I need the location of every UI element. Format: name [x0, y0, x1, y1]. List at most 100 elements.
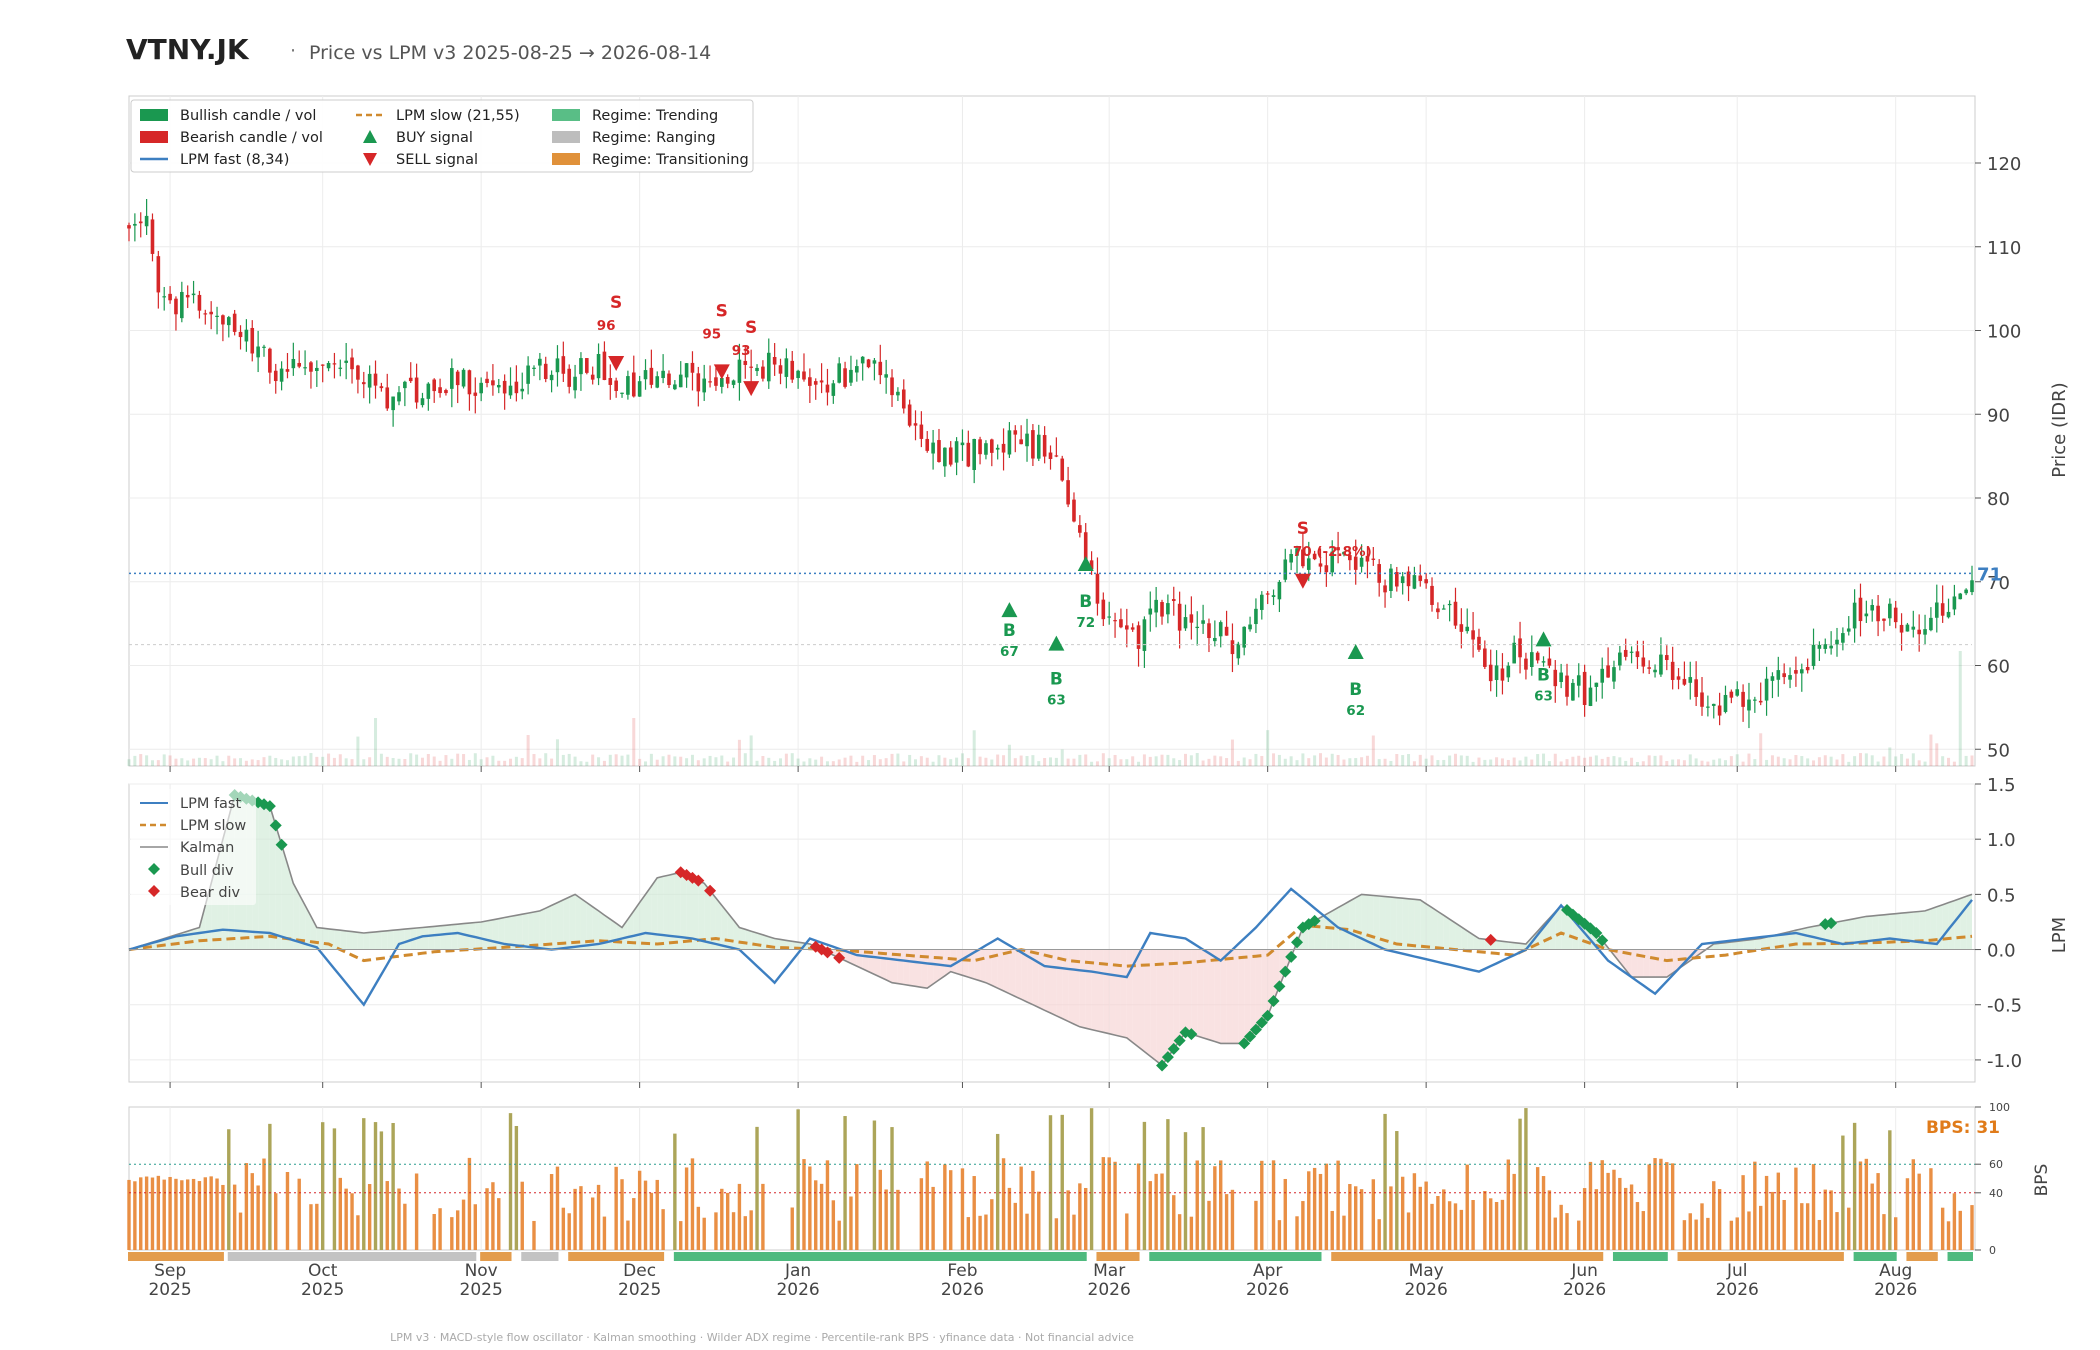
bps-bar — [514, 1125, 519, 1250]
volume-bar — [796, 758, 800, 766]
bps-bar — [1007, 1187, 1012, 1250]
lpm-fill-segment — [1197, 949, 1204, 1038]
lpm-fill-segment — [774, 938, 781, 950]
candle-body — [174, 298, 178, 315]
volume-bar — [1424, 758, 1428, 766]
bps-bar — [356, 1215, 360, 1250]
volume-bar — [1195, 753, 1199, 766]
volume-bar — [685, 758, 689, 766]
candle-body — [1166, 603, 1170, 615]
bps-bar — [1629, 1184, 1634, 1250]
x-tick-year: 2025 — [148, 1280, 191, 1300]
volume-bar — [602, 760, 606, 766]
lpm-fill-segment — [991, 949, 998, 989]
lpm-fill-segment — [1027, 949, 1033, 1005]
candle-body — [150, 219, 155, 254]
volume-bar — [1160, 754, 1164, 766]
bps-bar — [1729, 1220, 1734, 1250]
candle-body — [1306, 558, 1311, 570]
lpm-fill-segment — [1126, 949, 1133, 1043]
candle-body — [138, 221, 143, 224]
bps-bar — [884, 1189, 888, 1250]
volume-bar — [984, 757, 988, 766]
volume-bar — [1049, 757, 1052, 766]
lpm-fill-segment — [1408, 898, 1415, 950]
lpm-fill-segment — [487, 919, 493, 950]
volume-bar — [1365, 755, 1369, 766]
volume-bar — [1407, 754, 1411, 766]
lpm-fill-segment — [1390, 897, 1397, 950]
volume-bar — [708, 755, 712, 766]
volume-bar — [1923, 761, 1927, 766]
candle-body — [843, 368, 847, 387]
bps-bar — [1759, 1205, 1763, 1250]
lpm-fill-segment — [1854, 917, 1861, 950]
volume-bar — [1459, 755, 1463, 766]
lpm-fill-segment — [1766, 935, 1773, 950]
bps-bar — [1823, 1189, 1827, 1250]
regime-band — [480, 1252, 512, 1261]
bps-bar — [1142, 1121, 1147, 1250]
candle-body — [1125, 625, 1129, 630]
candle-body — [1893, 607, 1898, 623]
bps-bar — [1753, 1161, 1757, 1250]
bps-bar — [203, 1177, 208, 1250]
regime-band — [1906, 1252, 1938, 1261]
sell-signal-icon — [1294, 573, 1311, 589]
volume-bar — [1565, 759, 1569, 766]
bps-bar — [984, 1214, 988, 1250]
bps-bar — [197, 1181, 202, 1250]
candle-body — [1318, 563, 1323, 567]
bps-bar — [1688, 1213, 1692, 1250]
volume-bar — [332, 757, 336, 766]
candle-body — [1729, 691, 1734, 698]
x-tick-month: Jan — [784, 1261, 811, 1281]
volume-bar — [996, 754, 1000, 766]
bps-bar — [1582, 1188, 1587, 1250]
candle-body — [1277, 581, 1282, 600]
bps-bar — [1876, 1173, 1880, 1250]
bull-div-marker — [1267, 995, 1280, 1008]
volume-bar — [1905, 758, 1909, 766]
legend-slow-label: LPM slow (21,55) — [396, 108, 520, 124]
candle-body — [1653, 669, 1657, 673]
lpm-fill-segment — [586, 902, 593, 950]
volume-bar — [1500, 758, 1504, 766]
volume-bar — [186, 760, 190, 766]
bps-bar — [1852, 1122, 1857, 1250]
bear-div-marker — [821, 946, 834, 959]
bps-bar — [1412, 1173, 1417, 1250]
volume-bar — [221, 761, 225, 766]
volume-bar — [702, 758, 706, 766]
bps-bar — [814, 1180, 818, 1250]
bps-bar — [831, 1200, 836, 1250]
volume-bar — [1483, 759, 1487, 766]
bps-bar — [432, 1213, 436, 1250]
candle-body — [1025, 433, 1029, 447]
volume-bar — [726, 761, 730, 766]
volume-bar — [1858, 753, 1862, 766]
lpm-fill-segment — [1889, 913, 1896, 950]
volume-bar — [420, 757, 424, 766]
bps-bar — [344, 1188, 348, 1250]
bps-bar — [790, 1207, 794, 1250]
bps-bar — [379, 1131, 384, 1250]
candle-body — [1371, 558, 1376, 560]
bps-bar — [1864, 1158, 1869, 1250]
ticker-title: VTNY.JK — [126, 33, 250, 66]
lpm-fill-segment — [1238, 949, 1245, 1044]
lpm-fill-segment — [645, 886, 652, 950]
candle-body — [1858, 597, 1863, 622]
volume-bar — [479, 759, 483, 766]
lpm-fill-segment — [1038, 949, 1045, 1011]
volume-bar — [1336, 754, 1340, 766]
volume-bar — [303, 755, 307, 766]
bps-bar — [602, 1216, 607, 1250]
volume-bar — [808, 758, 812, 766]
regime-band — [128, 1252, 224, 1261]
bps-bar — [1400, 1176, 1405, 1250]
candle-body — [1336, 547, 1340, 551]
candle-body — [1289, 553, 1293, 563]
last-price-label: 71 — [1977, 564, 2002, 585]
volume-bar — [509, 758, 513, 766]
